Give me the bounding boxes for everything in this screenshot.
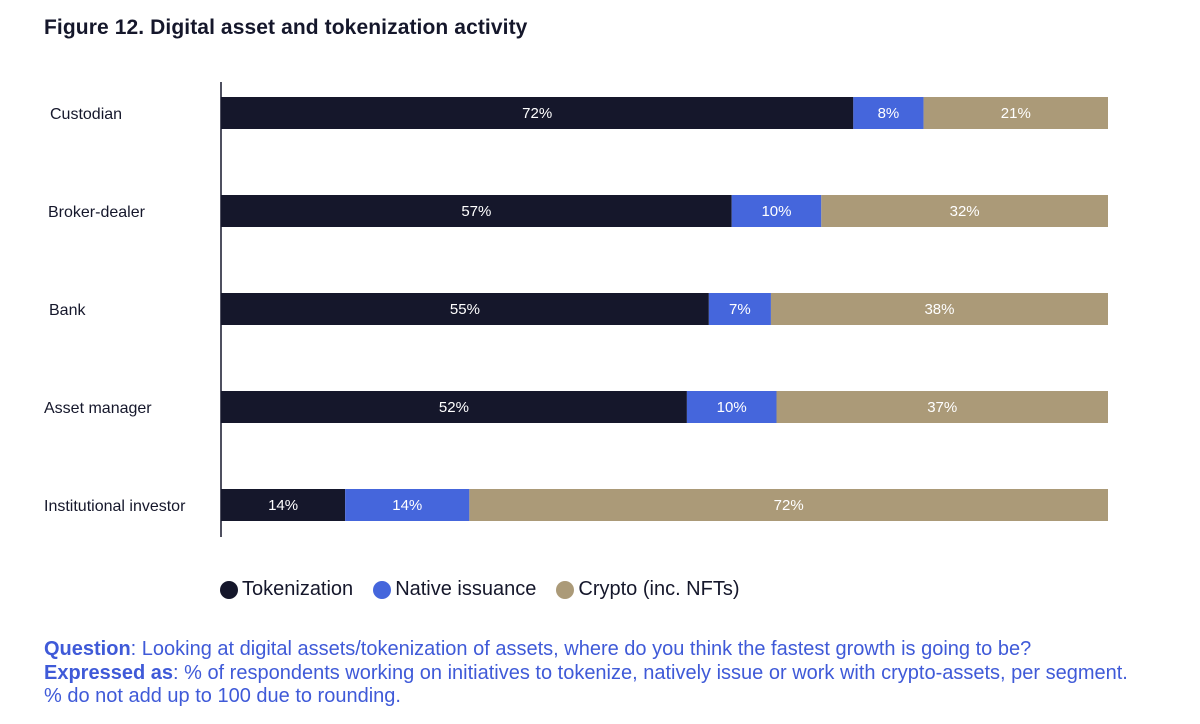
bar-segment-custodian-native-issuance xyxy=(853,97,924,129)
legend-dot-native-issuance xyxy=(373,580,392,599)
bar-segment-institutional-investor-native-issuance xyxy=(345,489,470,521)
bar-segment-bank-tokenization xyxy=(221,293,709,325)
value-label-bank-crypto: 38% xyxy=(924,301,954,318)
bar-segment-custodian-tokenization xyxy=(221,97,854,129)
value-label-custodian-crypto: 21% xyxy=(1001,105,1031,122)
bar-segment-broker-dealer-tokenization xyxy=(221,195,732,227)
value-label-broker-dealer-native-issuance: 10% xyxy=(761,203,791,220)
legend: Tokenization Native issuance Crypto (inc… xyxy=(220,578,760,601)
expressed-text: : % of respondents working on initiative… xyxy=(44,661,1128,708)
legend-item-crypto: Crypto (inc. NFTs) xyxy=(556,578,740,601)
value-label-custodian-native-issuance: 8% xyxy=(878,105,900,122)
value-label-asset-manager-crypto: 37% xyxy=(927,399,957,416)
chart-title: Figure 12. Digital asset and tokenizatio… xyxy=(44,16,528,39)
category-label-custodian: Custodian xyxy=(50,106,122,123)
bar-segment-institutional-investor-crypto xyxy=(469,489,1108,521)
question-label: Question xyxy=(44,638,131,660)
bar-segment-asset-manager-native-issuance xyxy=(686,391,777,423)
bar-segment-custodian-crypto xyxy=(923,97,1108,129)
value-label-institutional-investor-crypto: 72% xyxy=(774,497,804,514)
legend-item-tokenization: Tokenization xyxy=(220,578,353,601)
value-label-institutional-investor-tokenization: 14% xyxy=(268,497,298,514)
value-label-bank-native-issuance: 7% xyxy=(729,301,751,318)
bar-segment-asset-manager-crypto xyxy=(776,391,1108,423)
question-note: Question: Looking at digital assets/toke… xyxy=(44,638,1134,709)
legend-label-tokenization: Tokenization xyxy=(242,578,354,600)
stacked-bar-chart: Custodian 72% 8% 21% Broker-dealer 57% 10% 32% B… xyxy=(44,82,1108,537)
bar-segment-institutional-investor-tokenization xyxy=(221,489,346,521)
value-label-broker-dealer-crypto: 32% xyxy=(950,203,980,220)
value-label-asset-manager-tokenization: 52% xyxy=(439,399,469,416)
value-label-asset-manager-native-issuance: 10% xyxy=(717,399,747,416)
bars-group: Custodian 72% 8% 21% Broker-dealer 57% 10% 32% B… xyxy=(44,97,1108,521)
question-text: : Looking at digital assets/tokenization… xyxy=(130,638,1032,660)
legend-label-crypto: Crypto (inc. NFTs) xyxy=(578,578,740,600)
legend-item-native-issuance: Native issuance xyxy=(373,578,536,601)
bar-segment-bank-native-issuance xyxy=(708,293,771,325)
bar-segment-broker-dealer-native-issuance xyxy=(731,195,822,227)
category-label-bank: Bank xyxy=(49,302,86,319)
bar-segment-bank-crypto xyxy=(770,293,1108,325)
value-label-institutional-investor-native-issuance: 14% xyxy=(392,497,422,514)
value-label-bank-tokenization: 55% xyxy=(450,301,480,318)
legend-dot-tokenization xyxy=(220,580,238,599)
value-label-broker-dealer-tokenization: 57% xyxy=(461,203,491,220)
bar-segment-broker-dealer-crypto xyxy=(821,195,1108,227)
category-label-broker-dealer: Broker-dealer xyxy=(48,204,146,221)
expressed-label: Expressed as xyxy=(44,661,173,684)
bar-segment-asset-manager-tokenization xyxy=(221,391,687,423)
legend-label-native-issuance: Native issuance xyxy=(395,578,537,600)
value-label-custodian-tokenization: 72% xyxy=(522,105,552,122)
category-label-institutional-investor: Institutional investor xyxy=(44,498,186,515)
legend-dot-crypto xyxy=(556,580,575,599)
category-label-asset-manager: Asset manager xyxy=(44,400,152,417)
